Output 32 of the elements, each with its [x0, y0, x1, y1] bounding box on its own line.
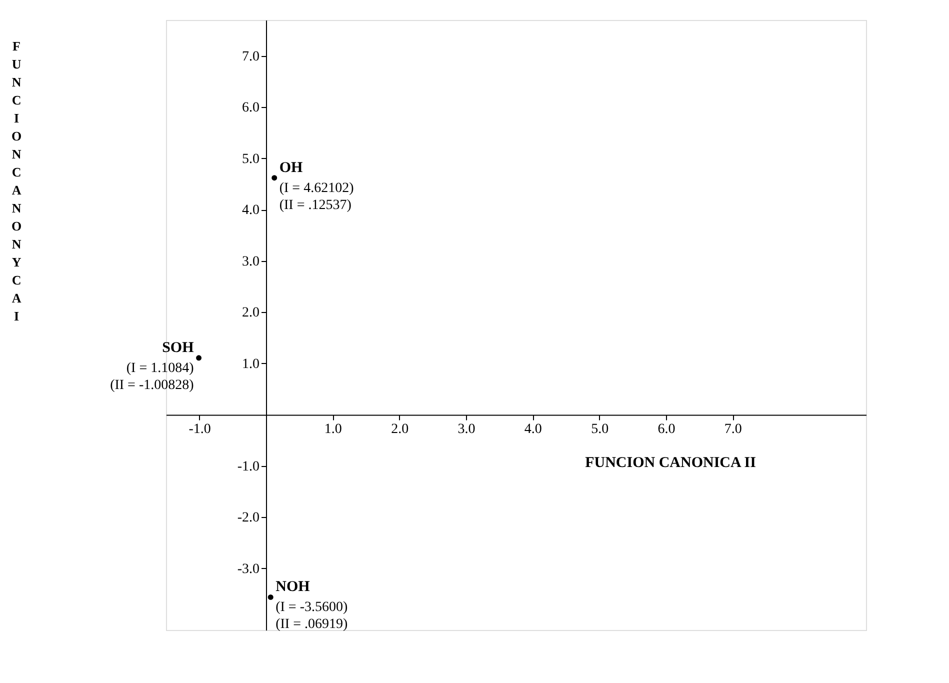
y-tick-label: 3.0	[242, 254, 260, 270]
x-axis-title: FUNCION CANONICA II	[585, 455, 756, 472]
point	[268, 594, 274, 600]
annotation: (I = 1.1084)	[126, 360, 194, 376]
y-tick-label: -1.0	[237, 459, 260, 474]
x-tick-label: 7.0	[724, 422, 742, 438]
x-tick-label: 2.0	[391, 422, 409, 438]
point	[272, 175, 278, 181]
y-tick-label: -2.0	[237, 510, 260, 526]
annotation: (I = 4.62102)	[279, 180, 354, 196]
y-tick-label: -3.0	[237, 562, 260, 577]
y-tick-label: 4.0	[242, 203, 260, 218]
series-label: OH	[279, 160, 304, 176]
x-tick-label: 3.0	[458, 422, 476, 438]
annotation: (II = .12537)	[279, 198, 352, 213]
y-tick-label: 1.0	[242, 356, 260, 372]
annotation: (II = -1.00828)	[110, 378, 194, 393]
annotation: (II = .06919)	[276, 617, 348, 632]
x-tick-label: 1.0	[324, 422, 342, 438]
y-tick-label: 5.0	[242, 152, 260, 167]
x-tick-label: 5.0	[591, 422, 609, 438]
series-label: NOH	[276, 579, 310, 596]
annotation: (I = -3.5600)	[276, 600, 348, 616]
y-tick-label: 2.0	[242, 306, 260, 321]
x-tick-label: -1.0	[188, 422, 211, 438]
x-tick-label: 4.0	[524, 422, 542, 438]
y-tick-label: 7.0	[242, 49, 260, 64]
series-label: SOH	[162, 340, 194, 356]
y-tick-label: 6.0	[242, 100, 260, 116]
x-tick-label: 6.0	[658, 422, 676, 438]
point	[196, 355, 202, 361]
text: FUNCION CANONYCA I	[11, 38, 22, 324]
